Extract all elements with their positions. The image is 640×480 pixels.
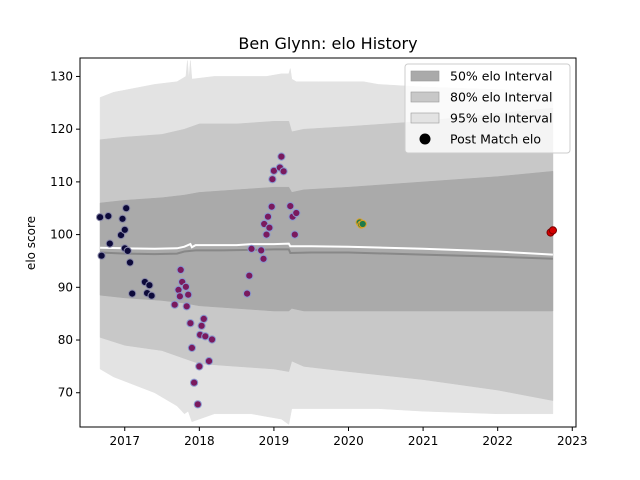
- legend-swatch: [410, 70, 440, 82]
- post-match-point: [201, 332, 210, 341]
- legend-swatch: [410, 112, 440, 124]
- x-tick-label: 2017: [109, 434, 140, 448]
- post-match-point: [128, 289, 137, 298]
- y-tick-label: 80: [58, 333, 73, 347]
- y-axis-label: elo score: [24, 216, 38, 270]
- post-match-point: [147, 291, 156, 300]
- post-match-point: [182, 302, 191, 311]
- x-tick-label: 2020: [333, 434, 364, 448]
- post-match-point: [247, 244, 256, 253]
- post-match-point: [199, 314, 208, 323]
- legend: 50% elo Interval 80% elo Interval 95% elo …: [404, 63, 571, 154]
- post-match-point: [118, 214, 127, 223]
- y-tick-label: 130: [50, 69, 73, 83]
- y-tick-label: 90: [58, 280, 73, 294]
- post-match-point: [170, 300, 179, 309]
- y-tick-label: 120: [50, 122, 73, 136]
- x-tick-label: 2019: [259, 434, 290, 448]
- legend-label: 50% elo Interval: [450, 69, 552, 84]
- post-match-point: [268, 175, 277, 184]
- post-match-point: [181, 282, 190, 291]
- post-match-point: [105, 239, 114, 248]
- post-match-point: [262, 230, 271, 239]
- legend-marker: [419, 133, 431, 145]
- post-match-point: [176, 265, 185, 274]
- chart-title: Ben Glynn: elo History: [238, 34, 417, 53]
- median-line: [100, 242, 553, 256]
- post-match-point: [120, 225, 129, 234]
- post-match-point: [97, 251, 106, 260]
- post-match-point: [548, 226, 558, 235]
- x-tick-label: 2018: [184, 434, 215, 448]
- x-tick-label: 2021: [408, 434, 439, 448]
- post-match-point: [243, 289, 252, 298]
- post-match-point: [197, 321, 206, 330]
- legend-label: 95% elo Interval: [450, 111, 552, 126]
- y-tick-label: 70: [58, 386, 73, 400]
- y-axis: 70 80 90 100 110 120 130: [50, 69, 80, 400]
- post-match-point: [204, 357, 214, 366]
- post-match-point: [125, 258, 135, 267]
- post-match-point: [184, 290, 193, 299]
- post-match-point: [207, 335, 217, 344]
- post-match-point: [257, 246, 266, 255]
- legend-box: [404, 63, 571, 154]
- legend-label: Post Match elo: [450, 132, 541, 147]
- post-match-point: [190, 378, 199, 387]
- post-match-point: [279, 167, 288, 176]
- x-tick-label: 2022: [482, 434, 513, 448]
- post-match-point: [187, 343, 196, 352]
- post-match-point: [277, 152, 286, 161]
- post-match-point: [358, 219, 367, 229]
- post-match-points: [96, 152, 558, 409]
- post-match-point: [292, 208, 301, 218]
- post-match-point: [193, 400, 202, 409]
- legend-swatch: [410, 91, 440, 103]
- post-match-point: [286, 202, 295, 211]
- band-50-elo-interval: [99, 171, 554, 312]
- post-match-point: [290, 230, 299, 239]
- y-tick-label: 100: [50, 228, 73, 242]
- post-match-point: [104, 212, 113, 221]
- plot-frame: [79, 57, 577, 428]
- legend-label: 80% elo Interval: [450, 90, 552, 105]
- post-match-point: [186, 319, 195, 328]
- post-match-point: [123, 246, 132, 255]
- y-tick-label: 110: [50, 175, 73, 189]
- x-tick-label: 2023: [557, 434, 588, 448]
- x-axis: 2017 2018 2019 2020 2021 2022 2023: [109, 427, 588, 448]
- post-match-point: [263, 212, 273, 221]
- post-match-point: [96, 213, 105, 222]
- post-match-point: [245, 271, 254, 280]
- post-match-point: [145, 281, 154, 290]
- post-match-point: [175, 292, 184, 301]
- post-match-point: [195, 362, 204, 371]
- post-match-point: [267, 202, 276, 211]
- post-match-point: [265, 223, 274, 232]
- post-match-point: [259, 254, 268, 263]
- post-match-point: [122, 204, 131, 213]
